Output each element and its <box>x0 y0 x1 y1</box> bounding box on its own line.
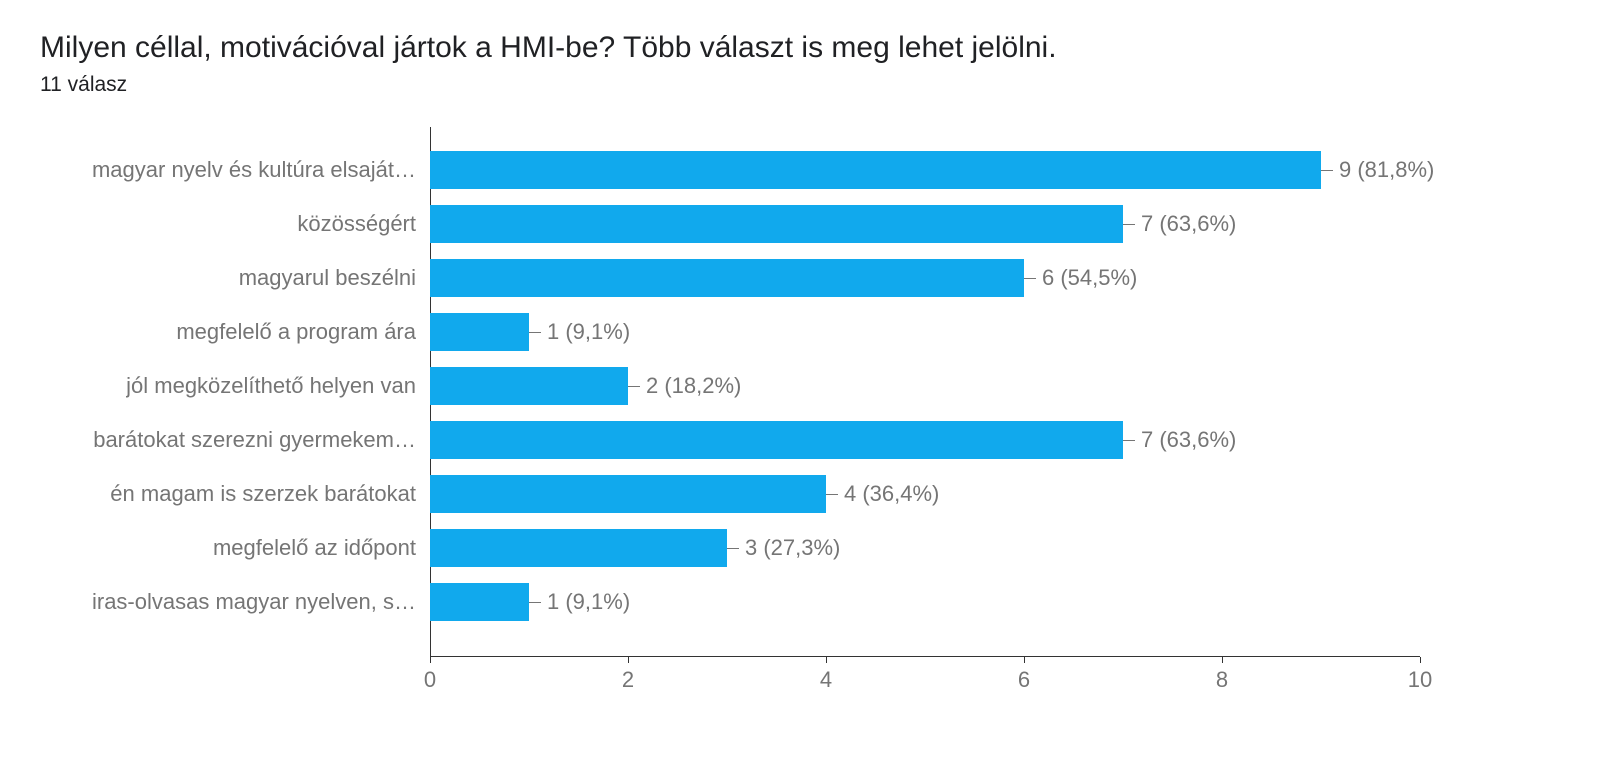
value-label: 4 (36,4%) <box>826 481 939 507</box>
chart-title: Milyen céllal, motivációval jártok a HMI… <box>40 28 1560 67</box>
x-tick-mark <box>1024 657 1025 663</box>
category-label: megfelelő a program ára <box>176 319 430 345</box>
bar-row: jól megközelíthető helyen van2 (18,2%) <box>430 367 1420 405</box>
bar-row: iras-olvasas magyar nyelven, s…1 (9,1%) <box>430 583 1420 621</box>
x-tick-label: 2 <box>622 667 634 693</box>
x-tick-label: 4 <box>820 667 832 693</box>
chart-area: 0246810magyar nyelv és kultúra elsaját…9… <box>40 127 1560 707</box>
bar <box>430 151 1321 189</box>
category-label: megfelelő az időpont <box>213 535 430 561</box>
value-tick <box>529 602 541 603</box>
value-label: 7 (63,6%) <box>1123 427 1236 453</box>
value-tick <box>628 386 640 387</box>
value-label: 7 (63,6%) <box>1123 211 1236 237</box>
value-tick <box>1123 440 1135 441</box>
bar <box>430 205 1123 243</box>
bar <box>430 259 1024 297</box>
category-label: jól megközelíthető helyen van <box>126 373 430 399</box>
bar <box>430 583 529 621</box>
x-tick-mark <box>1420 657 1421 663</box>
value-tick <box>727 548 739 549</box>
bar-row: megfelelő a program ára1 (9,1%) <box>430 313 1420 351</box>
category-label: iras-olvasas magyar nyelven, s… <box>92 589 430 615</box>
x-tick-label: 8 <box>1216 667 1228 693</box>
bar-row: közösségért7 (63,6%) <box>430 205 1420 243</box>
chart-subtitle: 11 válasz <box>40 73 1560 97</box>
bar-row: én magam is szerzek barátokat4 (36,4%) <box>430 475 1420 513</box>
value-tick <box>1123 224 1135 225</box>
x-tick-label: 6 <box>1018 667 1030 693</box>
x-tick-label: 10 <box>1408 667 1432 693</box>
value-label: 3 (27,3%) <box>727 535 840 561</box>
x-tick-mark <box>628 657 629 663</box>
category-label: barátokat szerezni gyermekem… <box>93 427 430 453</box>
value-label: 6 (54,5%) <box>1024 265 1137 291</box>
category-label: magyarul beszélni <box>239 265 430 291</box>
bar <box>430 367 628 405</box>
bar-row: megfelelő az időpont3 (27,3%) <box>430 529 1420 567</box>
category-label: magyar nyelv és kultúra elsaját… <box>92 157 430 183</box>
value-label: 9 (81,8%) <box>1321 157 1434 183</box>
value-tick <box>826 494 838 495</box>
bar-row: magyarul beszélni6 (54,5%) <box>430 259 1420 297</box>
x-tick-label: 0 <box>424 667 436 693</box>
bar <box>430 313 529 351</box>
bar-row: barátokat szerezni gyermekem…7 (63,6%) <box>430 421 1420 459</box>
value-label: 1 (9,1%) <box>529 319 630 345</box>
chart-plot: 0246810magyar nyelv és kultúra elsaját…9… <box>430 127 1420 657</box>
x-tick-mark <box>1222 657 1223 663</box>
value-label: 1 (9,1%) <box>529 589 630 615</box>
chart-container: Milyen céllal, motivációval jártok a HMI… <box>0 0 1600 761</box>
value-tick <box>529 332 541 333</box>
x-axis-line <box>430 656 1420 657</box>
bar <box>430 529 727 567</box>
category-label: közösségért <box>297 211 430 237</box>
value-tick <box>1024 278 1036 279</box>
category-label: én magam is szerzek barátokat <box>110 481 430 507</box>
bar <box>430 475 826 513</box>
x-tick-mark <box>430 657 431 663</box>
bar-row: magyar nyelv és kultúra elsaját…9 (81,8%… <box>430 151 1420 189</box>
value-label: 2 (18,2%) <box>628 373 741 399</box>
x-tick-mark <box>826 657 827 663</box>
bar <box>430 421 1123 459</box>
value-tick <box>1321 170 1333 171</box>
